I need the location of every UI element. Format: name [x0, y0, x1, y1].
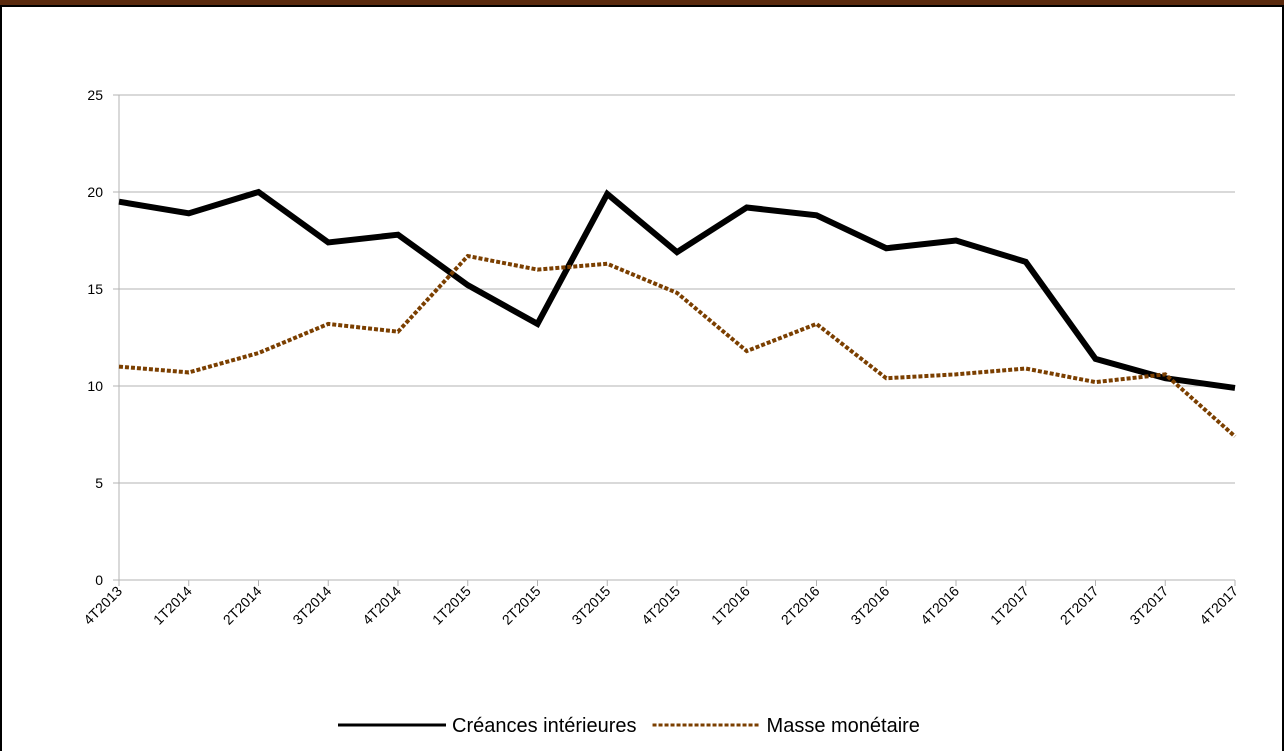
legend-label: Créances intérieures — [452, 715, 637, 737]
x-tick-label: 4T2015 — [638, 583, 683, 628]
x-tick-label: 2T2016 — [778, 583, 823, 628]
x-tick-label: 1T2014 — [150, 583, 195, 628]
y-tick-label: 10 — [87, 378, 103, 394]
x-tick-label: 4T2013 — [80, 583, 125, 628]
x-tick-label: 3T2016 — [847, 583, 892, 628]
legend-label: Masse monétaire — [767, 715, 920, 737]
frame — [0, 5, 1284, 756]
y-tick-label: 20 — [87, 184, 103, 200]
y-tick-label: 15 — [87, 281, 103, 297]
x-tick-label: 2T2014 — [220, 583, 265, 628]
y-tick-label: 25 — [87, 87, 103, 103]
series-line — [118, 253, 1237, 438]
x-tick-label: 4T2014 — [359, 583, 404, 628]
y-tick-label: 5 — [95, 475, 103, 491]
x-tick-label: 3T2015 — [568, 583, 613, 628]
x-tick-label: 4T2017 — [1196, 583, 1241, 628]
x-tick-label: 2T2015 — [499, 583, 544, 628]
series-line — [118, 188, 1236, 391]
x-tick-label: 3T2014 — [289, 583, 334, 628]
top-bar — [0, 0, 1284, 5]
y-tick-label: 0 — [95, 572, 103, 588]
x-tick-label: 1T2015 — [429, 583, 474, 628]
x-tick-label: 4T2016 — [917, 583, 962, 628]
x-tick-label: 2T2017 — [1057, 583, 1102, 628]
x-tick-label: 3T2017 — [1126, 583, 1171, 628]
x-tick-label: 1T2017 — [987, 583, 1032, 628]
x-tick-label: 1T2016 — [708, 583, 753, 628]
